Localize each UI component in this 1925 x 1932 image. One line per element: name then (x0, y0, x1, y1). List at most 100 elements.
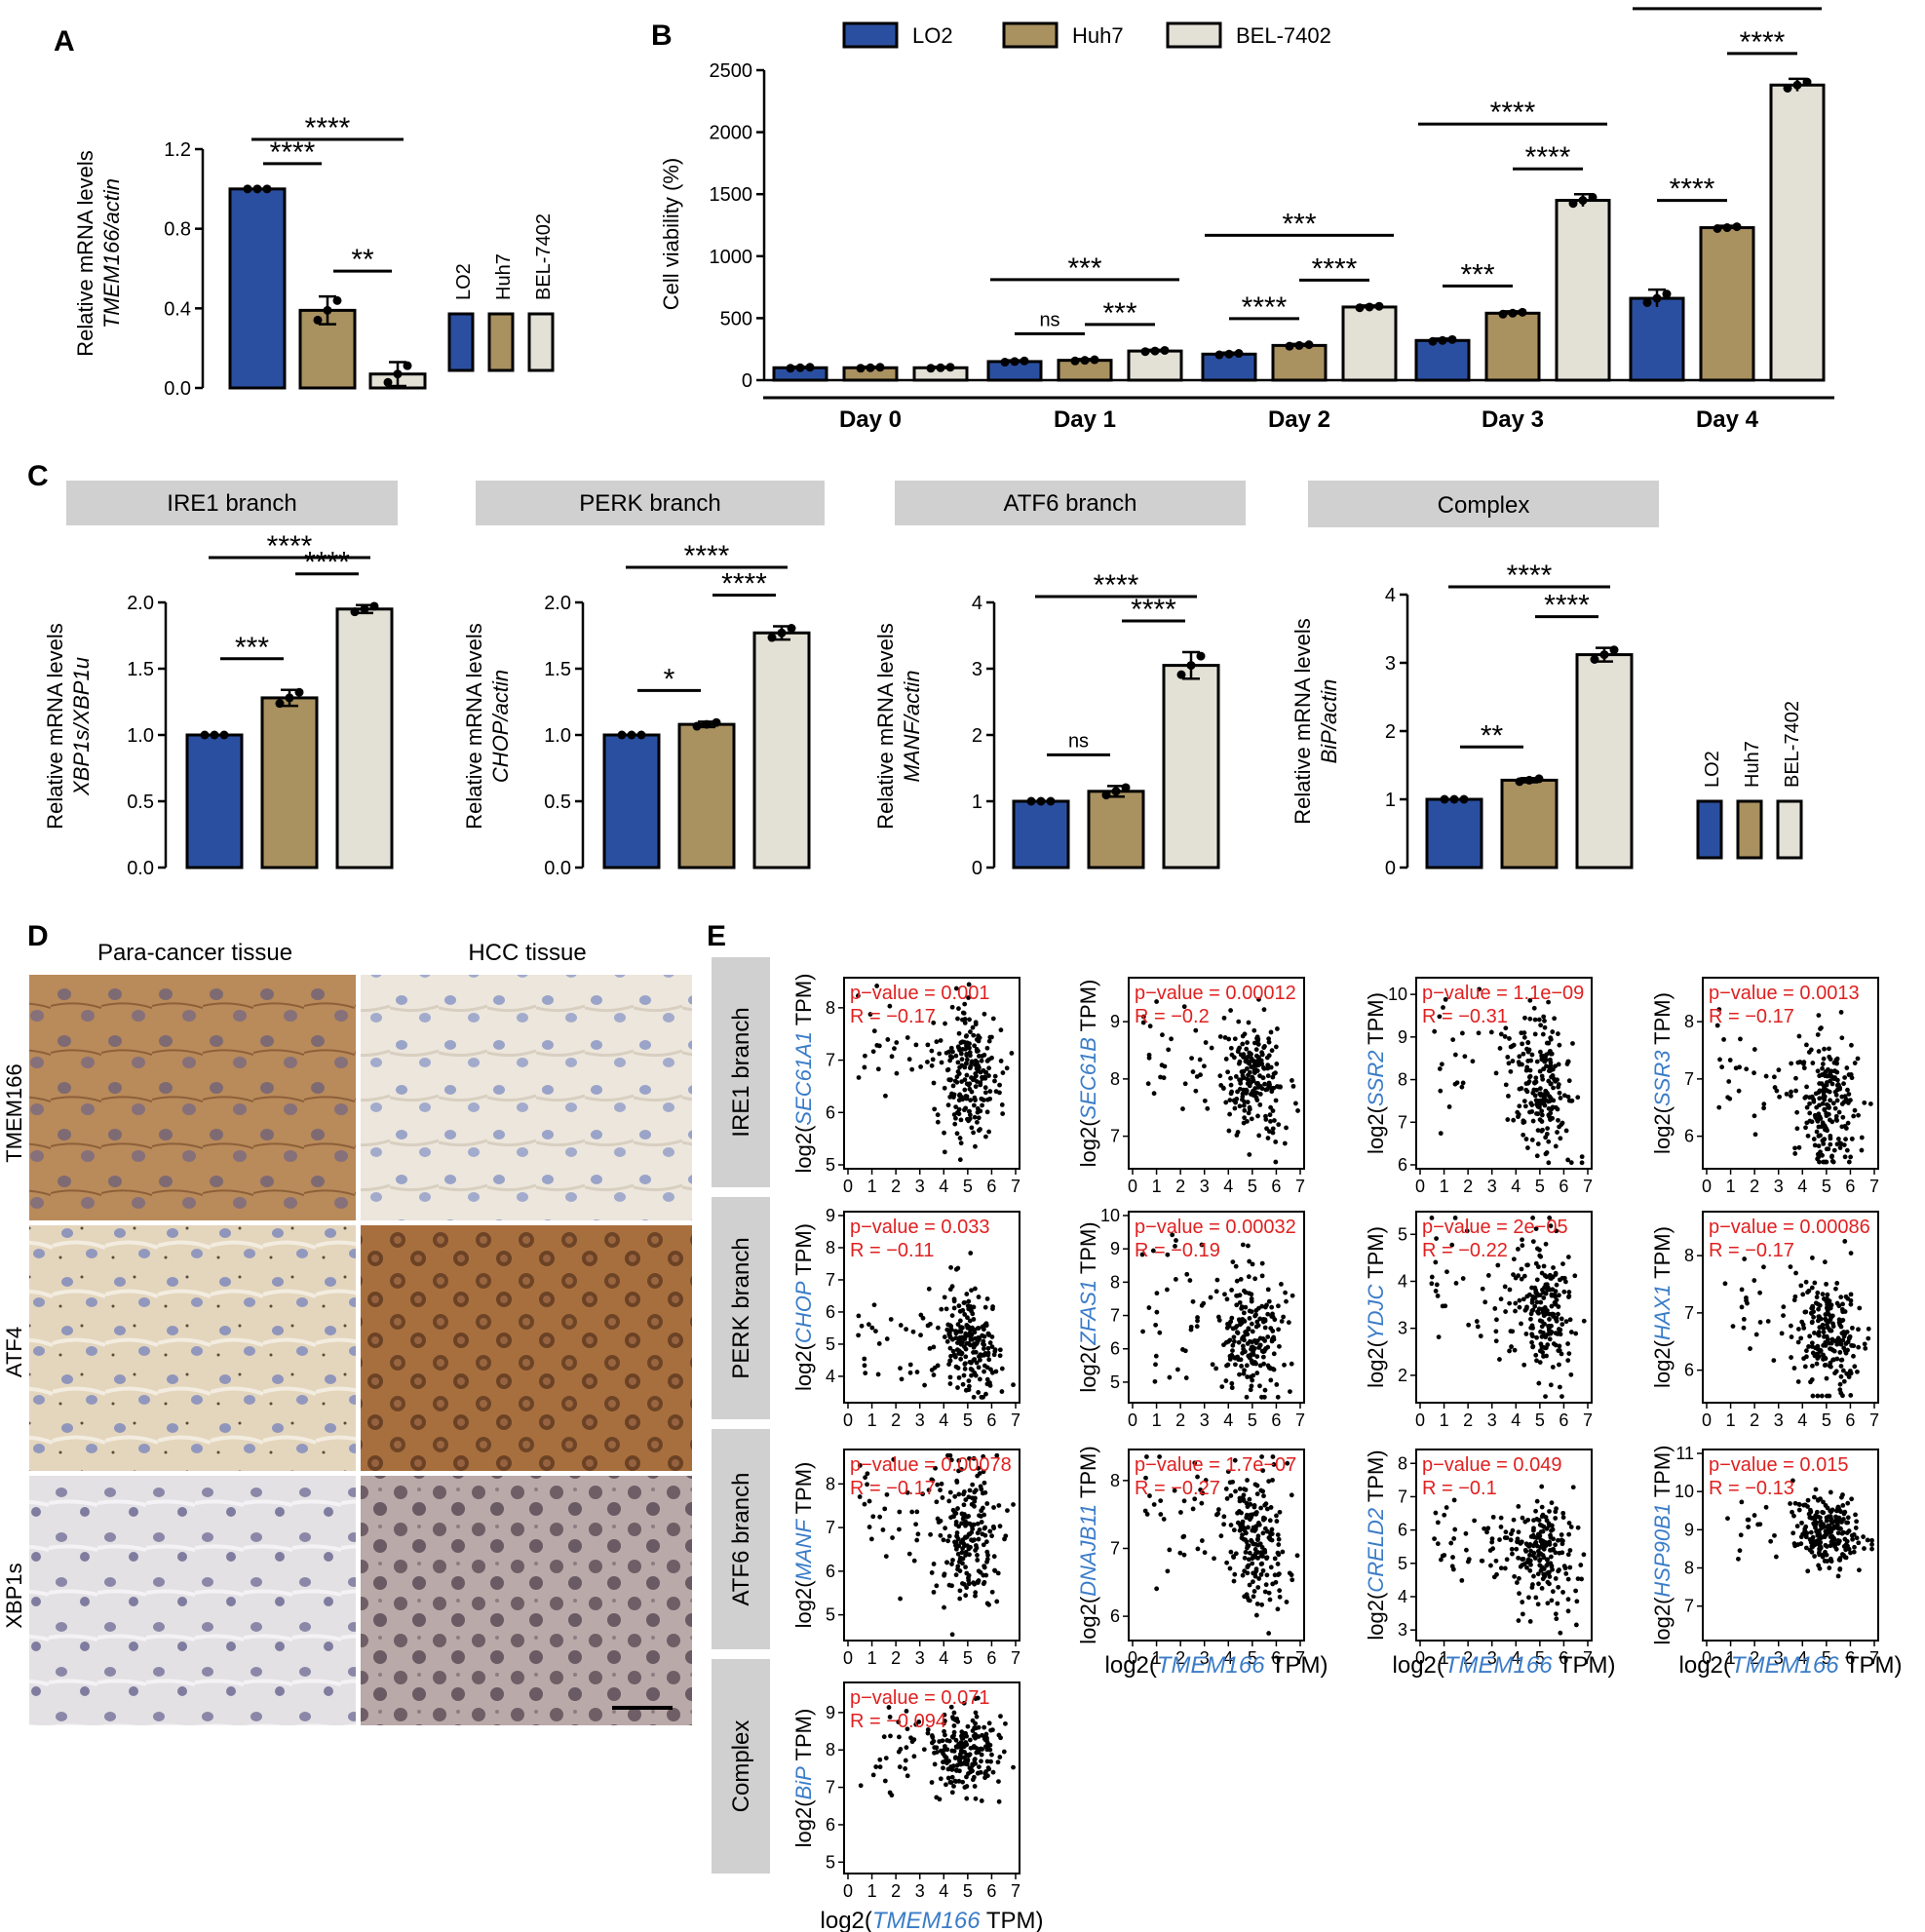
scatter-point (1822, 1259, 1828, 1265)
scatter-point (1255, 1305, 1261, 1311)
scatter-point (1813, 1487, 1819, 1492)
scatter-point (1553, 1272, 1559, 1277)
scatter-point (966, 1298, 972, 1304)
scatter-point (1843, 1294, 1849, 1299)
scatter-point (972, 1784, 978, 1789)
scatter-point (1270, 1454, 1276, 1459)
scatter-point (989, 1589, 995, 1595)
scatter-ytick-label: 10 (1675, 1482, 1694, 1501)
scatter-point (1565, 1094, 1571, 1100)
scatter-point (1540, 1031, 1546, 1037)
scatter-point (1255, 1113, 1260, 1119)
scatter-point (1452, 1052, 1458, 1058)
scatter-point (1533, 1075, 1539, 1081)
scatter-point (964, 1323, 970, 1328)
scatter-point (1264, 1572, 1270, 1578)
scatter-point (1534, 1059, 1540, 1064)
scatter-frame (843, 1681, 1020, 1874)
scatter-point (1181, 1533, 1187, 1539)
panel-c-header-complex: Complex (1438, 492, 1530, 519)
scatter-point (1450, 1037, 1456, 1043)
scatter-point (1824, 1087, 1829, 1093)
scatter-point (975, 1119, 980, 1125)
scatter-point (1502, 1034, 1508, 1039)
scatter-point (978, 1484, 983, 1489)
panel-b-datapoint (1160, 345, 1170, 355)
scatter-point (1223, 1378, 1229, 1383)
panel-c1-bar (260, 696, 319, 869)
scatter-point (962, 1362, 968, 1367)
scatter-point (1851, 1353, 1856, 1359)
scatter-point (1527, 1558, 1533, 1564)
scatter-point (1856, 1327, 1861, 1333)
scatter-xtick-label: 0 (1702, 1648, 1712, 1668)
scatter-point (1247, 1258, 1252, 1264)
scatter-point (956, 1071, 962, 1076)
scatter-point (1532, 1295, 1538, 1300)
scatter-point (1861, 1534, 1866, 1539)
scatter-point (1433, 1289, 1439, 1294)
scatter-point (1545, 1601, 1551, 1606)
scatter-point (1488, 1029, 1494, 1035)
scatter-point (971, 1744, 977, 1749)
scatter-xtick-label: 0 (1415, 1177, 1425, 1196)
scatter-point (982, 1489, 988, 1495)
scatter-point (856, 1075, 862, 1080)
scatter-point (984, 1557, 990, 1562)
scatter-point (907, 1370, 913, 1375)
scatter-point (972, 1043, 978, 1049)
scatter-point (1810, 1061, 1816, 1065)
scatter-point (934, 1583, 940, 1589)
scatter-point (1829, 1068, 1834, 1074)
scatter-point (1841, 1345, 1847, 1351)
scatter-point (1233, 1074, 1239, 1079)
legend-b-label-lo2: LO2 (912, 23, 953, 48)
scatter-point (1493, 1338, 1499, 1344)
scatter-point (1517, 1591, 1521, 1597)
scatter-point (1548, 1223, 1554, 1229)
scatter-point (1815, 1068, 1821, 1074)
scatter-xtick-label: 0 (1415, 1410, 1425, 1430)
scatter-point (1541, 1546, 1547, 1552)
scatter-point (1000, 1111, 1006, 1116)
scatter-point (957, 1768, 962, 1774)
scatter-point (1832, 1105, 1838, 1111)
scatter-point (1266, 1053, 1272, 1059)
panel-c3-sig-label: ns (1068, 730, 1089, 752)
panel-e-row-label-bg (712, 957, 770, 1187)
scatter-point (1443, 1303, 1448, 1309)
scatter-point (976, 1390, 982, 1395)
scatter-point (1224, 1560, 1230, 1565)
scatter-point (1790, 1478, 1795, 1484)
scatter-point (1514, 1546, 1520, 1552)
scatter-xtick-label: 5 (1248, 1648, 1257, 1668)
scatter-point (877, 1514, 883, 1520)
scatter-point (1261, 1316, 1266, 1322)
panel-b-datapoint (856, 364, 866, 373)
panel-c3-datapoint (1111, 787, 1121, 796)
scatter-xtick-label: 0 (843, 1177, 853, 1196)
scatter-point (1801, 1065, 1807, 1071)
panel-c3-ytick-label: 4 (972, 593, 982, 614)
scatter-xtick-label: 3 (1487, 1648, 1497, 1668)
scatter-point (935, 1112, 941, 1118)
scatter-point (1812, 1280, 1818, 1286)
scatter-point (1541, 1555, 1547, 1561)
scatter-pvalue: p−value = 0.071 (850, 1687, 989, 1709)
scatter-point (1845, 1500, 1851, 1506)
scatter-xtick-label: 3 (1487, 1177, 1497, 1196)
panel-c3-datapoint (1046, 796, 1056, 806)
scatter-ytick-label: 7 (1110, 1306, 1120, 1326)
panel-c4-ytick-label: 4 (1385, 585, 1396, 606)
scatter-point (1543, 1151, 1549, 1157)
scatter-point (1833, 1117, 1839, 1122)
scatter-point (1197, 1057, 1203, 1063)
scatter-point (1761, 1264, 1766, 1270)
scatter-point (1845, 1120, 1851, 1126)
panel-c4-sig-label: **** (1507, 560, 1553, 592)
scatter-point (1834, 1141, 1840, 1147)
scatter-xtick-label: 7 (1011, 1881, 1020, 1901)
scatter-point (905, 1773, 910, 1779)
